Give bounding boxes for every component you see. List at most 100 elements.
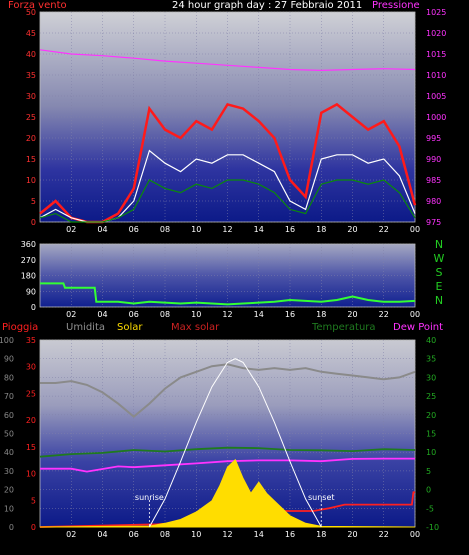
x-tick-3-6: 14	[254, 530, 264, 539]
sunrise-label: sunrise	[135, 493, 164, 502]
legend-umidita: Umidita	[66, 322, 106, 333]
x-tick-1-3: 08	[160, 225, 170, 234]
y2-tick-3-5: 25	[26, 389, 36, 398]
x-tick-3-10: 22	[379, 530, 389, 539]
y2-tick-1-4: 995	[426, 134, 441, 143]
x-tick-2-6: 14	[254, 310, 264, 319]
y-tick-3-10: 100	[0, 336, 14, 345]
y-tick-3-3: 30	[4, 467, 14, 476]
x-tick-2-9: 20	[347, 310, 357, 319]
x-tick-1-7: 16	[285, 225, 295, 234]
series-line-3-5	[148, 358, 322, 528]
y-tick-1-6: 30	[26, 92, 36, 101]
compass-label-e: E	[435, 280, 443, 293]
y-tick-3-1: 10	[4, 504, 14, 513]
y2-tick-3-2: 10	[26, 470, 36, 479]
x-tick-2-10: 22	[379, 310, 389, 319]
legend-solar: Solar	[117, 322, 143, 333]
x-tick-3-8: 18	[316, 530, 326, 539]
y-tick-1-10: 50	[26, 8, 36, 17]
page-title: 24 hour graph day : 27 Febbraio 2011	[172, 0, 363, 11]
y-tick-1-0: 0	[31, 218, 36, 227]
y3-tick-3-7: 25	[426, 392, 436, 401]
x-tick-3-1: 04	[97, 530, 107, 539]
series-line-3-2	[40, 457, 415, 473]
x-tick-1-11: 00	[410, 225, 420, 234]
compass-label-n1: N	[434, 238, 444, 251]
y2-tick-1-9: 1020	[426, 29, 446, 38]
x-tick-1-2: 06	[129, 225, 139, 234]
y2-tick-1-3: 990	[426, 155, 441, 164]
x-tick-3-7: 16	[285, 530, 295, 539]
x-tick-2-11: 00	[410, 310, 420, 319]
y2-tick-1-7: 1010	[426, 71, 446, 80]
x-tick-3-5: 12	[222, 530, 232, 539]
series-line-1-3	[39, 49, 416, 72]
y3-tick-3-6: 20	[426, 411, 436, 420]
compass-label-s: S	[435, 266, 443, 279]
y-tick-3-4: 40	[4, 448, 14, 457]
y-tick-1-2: 10	[26, 176, 36, 185]
sunset-label: sunset	[308, 493, 335, 502]
series-line-1-2	[39, 179, 416, 223]
x-tick-1-9: 20	[347, 225, 357, 234]
y3-tick-3-3: 5	[426, 467, 431, 476]
y-tick-1-9: 45	[26, 29, 36, 38]
y-tick-2-2: 180	[21, 272, 36, 281]
y-tick-1-3: 15	[26, 155, 36, 164]
y-tick-2-4: 360	[21, 240, 36, 249]
legend-temperatura: Temperatura	[312, 322, 376, 333]
x-tick-1-4: 10	[191, 225, 201, 234]
y2-tick-1-5: 1000	[426, 113, 446, 122]
y-tick-1-1: 5	[31, 197, 36, 206]
x-tick-2-1: 04	[97, 310, 107, 319]
y-tick-3-7: 70	[4, 392, 14, 401]
x-tick-1-8: 18	[316, 225, 326, 234]
y2-tick-1-0: 975	[426, 218, 441, 227]
x-tick-3-4: 10	[191, 530, 201, 539]
y-tick-2-3: 270	[21, 256, 36, 265]
y-tick-3-9: 90	[4, 355, 14, 364]
y-tick-3-0: 0	[9, 523, 14, 532]
y3-tick-3-0: -10	[426, 523, 439, 532]
legend-pioggia: Pioggia	[2, 322, 39, 333]
y3-tick-3-4: 10	[426, 448, 436, 457]
y-tick-3-8: 80	[4, 373, 14, 382]
x-tick-2-7: 16	[285, 310, 295, 319]
series-line-3-0	[40, 363, 416, 419]
x-tick-1-10: 22	[379, 225, 389, 234]
y2-tick-3-4: 20	[26, 416, 36, 425]
x-tick-2-2: 06	[129, 310, 139, 319]
legend-max-solar: Max solar	[171, 322, 220, 333]
y2-tick-1-8: 1015	[426, 50, 446, 59]
plot-frame-2	[39, 243, 416, 308]
x-tick-3-3: 08	[160, 530, 170, 539]
y2-tick-1-1: 980	[426, 197, 441, 206]
x-tick-3-0: 02	[66, 530, 76, 539]
compass-label-n2: N	[434, 294, 444, 307]
y2-tick-3-7: 35	[26, 336, 36, 345]
y-tick-1-4: 20	[26, 134, 36, 143]
y3-tick-3-10: 40	[426, 336, 436, 345]
y-tick-1-7: 35	[26, 71, 36, 80]
y-tick-3-6: 60	[4, 411, 14, 420]
y-tick-1-5: 25	[26, 113, 36, 122]
y2-tick-1-2: 985	[426, 176, 441, 185]
plot-frame-1	[39, 11, 416, 223]
x-tick-2-0: 02	[66, 310, 76, 319]
x-tick-3-9: 20	[347, 530, 357, 539]
y2-tick-1-10: 1025	[426, 8, 446, 17]
x-tick-1-5: 12	[222, 225, 232, 234]
y-tick-3-5: 50	[4, 430, 14, 439]
y-tick-1-8: 40	[26, 50, 36, 59]
x-tick-2-4: 10	[191, 310, 201, 319]
y2-tick-3-1: 5	[31, 496, 36, 505]
x-tick-2-5: 12	[222, 310, 232, 319]
series-area-3-4	[39, 458, 416, 528]
x-tick-3-11: 00	[410, 530, 420, 539]
y3-tick-3-9: 35	[426, 355, 436, 364]
x-tick-2-3: 08	[160, 310, 170, 319]
x-tick-1-6: 14	[254, 225, 264, 234]
y3-tick-3-8: 30	[426, 373, 436, 382]
